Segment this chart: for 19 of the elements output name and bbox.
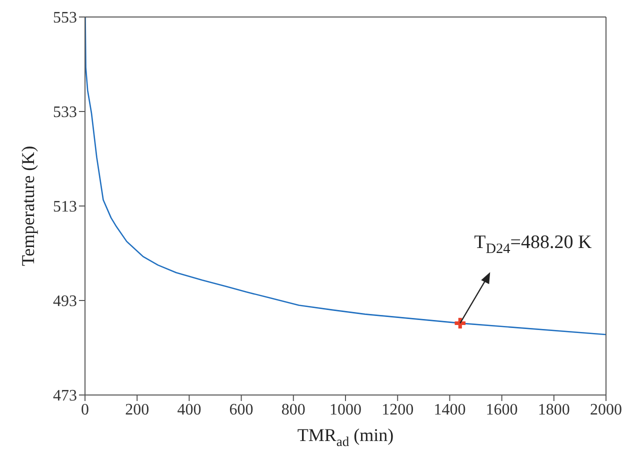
annotation: T$_{D24}$=488.20 K	[474, 232, 592, 258]
x-axis-title: TMR$_{ad}$ (min)	[297, 425, 394, 449]
x-tick-label: 600	[229, 401, 254, 418]
x-tick-label: 1200	[382, 401, 414, 418]
y-tick-label: 473	[53, 388, 77, 405]
y-tick-label: 513	[53, 198, 77, 216]
x-tick-label: 0	[81, 401, 89, 418]
y-tick-label: 493	[53, 293, 77, 310]
x-tick-label: 1600	[486, 401, 518, 418]
x-tick-label: 1400	[434, 401, 466, 418]
x-tick-label: 400	[177, 401, 202, 418]
x-tick-label: 800	[281, 401, 306, 418]
x-tick-label: 1800	[538, 401, 570, 418]
x-tick-label: 200	[125, 401, 150, 418]
x-tick-label: 2000	[590, 401, 622, 418]
y-tick-label: 553	[53, 10, 77, 27]
y-tick-label: 533	[53, 104, 77, 122]
y-axis-title: Temperature (K)	[18, 146, 38, 266]
x-tick-label: 1000	[330, 401, 362, 418]
